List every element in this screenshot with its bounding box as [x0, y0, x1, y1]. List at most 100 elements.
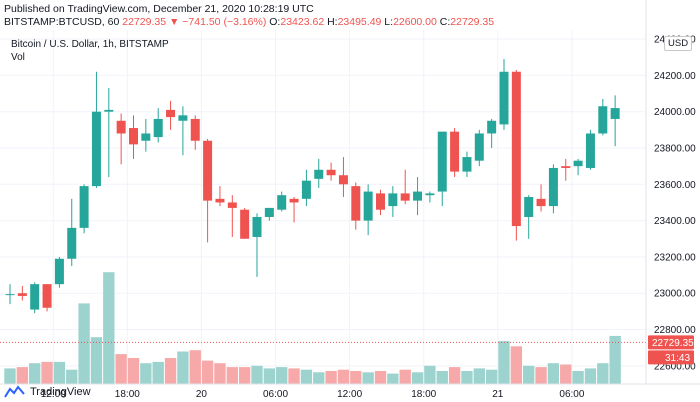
y-tick-label: 24200.00 — [654, 71, 696, 82]
candle-body — [511, 71, 521, 227]
candle-body — [425, 193, 435, 196]
y-tick-label: 23400.00 — [654, 216, 696, 227]
candle-body — [351, 186, 361, 221]
volume-bar — [115, 354, 127, 384]
volume-bar — [374, 371, 387, 384]
legend-title: Bitcoin / U.S. Dollar, 1h, BITSTAMP — [11, 39, 169, 50]
candle-body — [326, 169, 336, 176]
volume-bar — [238, 367, 251, 384]
low-label: L: — [384, 16, 394, 28]
tradingview-icon — [4, 385, 25, 398]
ohlc-header: BITSTAMP:BTCUSD, 60 22729.35 ▼ −741.50 (… — [4, 16, 494, 28]
candle-body — [141, 133, 151, 141]
volume-bar — [251, 365, 263, 384]
volume-bar — [214, 363, 226, 384]
volume-bar — [226, 367, 238, 384]
volume-bar — [4, 368, 16, 384]
x-tick-label: 12:00 — [337, 389, 362, 400]
candle-body — [413, 191, 423, 201]
candle-body — [190, 118, 200, 141]
volume-bar — [350, 371, 362, 384]
candle-body — [79, 186, 89, 228]
volume-bar — [411, 372, 424, 384]
candle-body — [585, 133, 595, 168]
countdown-badge — [648, 350, 694, 365]
candle-body — [598, 106, 608, 134]
volume-bar — [127, 358, 140, 384]
x-tick-label: 18:00 — [115, 389, 140, 400]
candle-body — [301, 180, 311, 199]
volume-bar — [29, 363, 41, 384]
symbol-label: BITSTAMP:BTCUSD, 60 — [4, 16, 120, 28]
volume-bar — [547, 363, 560, 384]
candle-body — [30, 284, 40, 310]
high-label: H: — [327, 16, 338, 28]
currency-label[interactable]: USD — [664, 36, 693, 51]
candle-body — [227, 202, 237, 208]
y-tick-label: 22600.00 — [654, 361, 696, 372]
y-tick-label: 23200.00 — [654, 252, 696, 263]
volume-bar — [325, 371, 337, 384]
candle-body — [462, 157, 472, 172]
candle-body — [153, 118, 163, 138]
open-value: 23423.62 — [280, 16, 325, 28]
x-tick-label: 20 — [196, 389, 208, 400]
y-tick-label: 22800.00 — [654, 325, 696, 336]
candle-body — [474, 133, 484, 161]
candle-body — [67, 227, 77, 259]
candle-body — [91, 111, 101, 187]
volume-bar — [41, 361, 53, 384]
low-value: 22600.00 — [393, 16, 437, 28]
volume-bar — [276, 367, 288, 384]
candle-body — [129, 128, 138, 145]
volume-bar — [300, 369, 313, 384]
candle-body — [203, 140, 213, 201]
open-label: O: — [269, 16, 281, 28]
volume-bar — [16, 367, 29, 384]
candle-body — [289, 198, 299, 203]
volume-bar — [485, 369, 498, 384]
candle-body — [388, 193, 398, 207]
volume-bar — [597, 363, 609, 384]
volume-bar — [461, 371, 473, 384]
volume-bar — [337, 369, 350, 384]
volume-bar — [66, 369, 78, 384]
candle-body — [561, 166, 571, 168]
volume-bar — [362, 372, 374, 384]
volume-bar — [263, 368, 276, 384]
price-change: ▼ −741.50 (−3.16%) — [168, 16, 267, 28]
volume-bar — [103, 272, 115, 384]
candle-body — [54, 258, 64, 285]
volume-bar — [53, 361, 66, 384]
volume-bar — [90, 337, 103, 384]
candle-body — [252, 216, 262, 237]
legend-vol: Vol — [11, 52, 25, 63]
candle-body — [5, 294, 15, 296]
candle-body — [178, 115, 188, 121]
volume-bar — [510, 346, 523, 384]
candle-body — [376, 193, 385, 210]
x-tick-label: 21 — [492, 389, 504, 400]
volume-bar — [140, 363, 152, 384]
volume-bar — [78, 303, 90, 384]
y-tick-label: 23600.00 — [654, 180, 696, 191]
candle-body — [610, 108, 620, 119]
candle-body — [215, 198, 225, 203]
close-value: 22729.35 — [450, 16, 495, 28]
candle-body — [536, 198, 546, 207]
candle-body — [499, 71, 509, 125]
candle-body — [487, 120, 497, 134]
x-tick-label: 06:00 — [263, 389, 288, 400]
volume-bar — [201, 360, 214, 384]
candle-body — [363, 191, 373, 221]
volume-bar — [609, 335, 621, 384]
volume-bar — [584, 368, 597, 384]
volume-bar — [152, 361, 164, 384]
high-value: 23495.49 — [337, 16, 382, 28]
x-tick-label: 12:00 — [41, 389, 66, 400]
volume-bar — [436, 371, 448, 384]
volume-bar — [424, 365, 436, 384]
volume-bar — [177, 351, 189, 384]
candle-body — [524, 197, 534, 217]
